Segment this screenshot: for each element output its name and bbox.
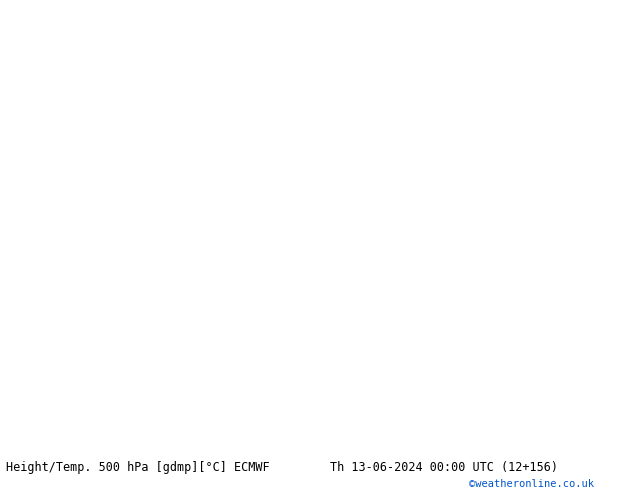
Text: ©weatheronline.co.uk: ©weatheronline.co.uk [469,480,594,490]
Text: Height/Temp. 500 hPa [gdmp][°C] ECMWF: Height/Temp. 500 hPa [gdmp][°C] ECMWF [6,462,270,474]
Text: Th 13-06-2024 00:00 UTC (12+156): Th 13-06-2024 00:00 UTC (12+156) [330,462,558,474]
